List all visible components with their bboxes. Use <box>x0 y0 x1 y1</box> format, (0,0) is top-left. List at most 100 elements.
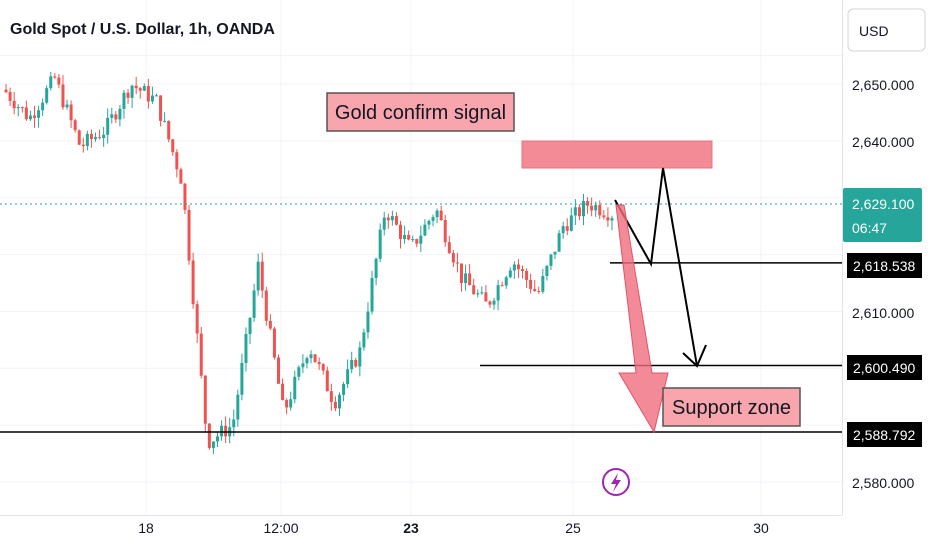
bearish-arrow <box>615 204 669 434</box>
candle-body <box>521 269 524 271</box>
candle-body <box>516 264 520 270</box>
candle-body <box>122 92 126 109</box>
candle-body <box>492 300 496 305</box>
candle-body <box>264 290 268 321</box>
candle-body <box>167 120 171 140</box>
candle-body <box>37 110 41 118</box>
candle-body <box>220 425 224 437</box>
candle-body <box>431 217 435 221</box>
candle-body <box>102 134 106 139</box>
candle-body <box>582 201 585 217</box>
y-tick-label: 2,650.000 <box>852 77 914 93</box>
x-tick-label: 18 <box>138 520 154 536</box>
candle-body <box>207 423 211 448</box>
candle-body <box>468 273 472 286</box>
candle-body <box>12 100 16 109</box>
candle-body <box>325 370 329 392</box>
x-tick-label: 12:00 <box>263 520 298 536</box>
candle-body <box>447 242 451 254</box>
candle-body <box>155 95 158 97</box>
current-price-countdown: 06:47 <box>852 220 887 236</box>
candle-body <box>358 347 362 367</box>
candle-body <box>435 210 439 218</box>
candle-body <box>232 419 236 428</box>
price-tag <box>847 355 922 380</box>
candle-body <box>28 115 32 120</box>
candle-body <box>256 261 260 291</box>
candle-body <box>252 290 256 318</box>
candle-body <box>69 104 73 121</box>
candle-body <box>569 215 573 231</box>
candle-body <box>126 92 130 98</box>
candle-body <box>610 218 614 221</box>
candle-body <box>45 88 49 103</box>
candle-body <box>374 258 378 279</box>
support-label-box <box>662 387 801 427</box>
price-tag-label: 2,618.538 <box>853 258 915 274</box>
candle-body <box>289 399 293 408</box>
candle-body <box>81 144 85 146</box>
candle-body <box>346 369 350 385</box>
candle-body <box>89 134 93 140</box>
candle-body <box>338 394 341 409</box>
candle-body <box>195 304 199 334</box>
y-tick-label: 2,640.000 <box>852 134 914 150</box>
candle-body <box>171 139 175 153</box>
candle-body <box>130 85 134 98</box>
currency-button[interactable] <box>847 8 926 52</box>
candle-body <box>33 115 36 118</box>
candle-body <box>460 263 463 283</box>
candle-body <box>272 328 276 358</box>
candle-body <box>480 292 484 294</box>
candle-body <box>293 376 297 400</box>
candle-body <box>313 354 317 363</box>
candle-body <box>77 130 81 145</box>
candle-body <box>390 216 394 221</box>
candle-body <box>146 86 150 102</box>
candle-body <box>163 120 167 122</box>
candle-body <box>427 220 431 225</box>
candle-body <box>415 239 419 244</box>
candle-body <box>240 362 244 395</box>
candle-body <box>545 265 549 276</box>
candle-body <box>216 436 219 442</box>
candle-body <box>598 205 602 216</box>
candle-body <box>317 362 321 365</box>
candle-body <box>472 285 476 295</box>
candle-body <box>541 275 545 292</box>
candle-body <box>16 107 20 109</box>
y-tick-label: 2,580.000 <box>852 475 914 491</box>
support-label: Support zone <box>672 397 791 419</box>
candle-body <box>199 333 203 376</box>
candle-body <box>529 279 533 289</box>
signal-label: Gold confirm signal <box>335 102 506 124</box>
projection-arrowhead <box>682 344 707 368</box>
candle-body <box>4 89 8 93</box>
candle-body <box>602 215 606 218</box>
candle-body <box>94 137 97 140</box>
candle-body <box>362 332 366 348</box>
candle-body <box>476 293 480 295</box>
candle-body <box>277 357 280 384</box>
candle-body <box>606 217 610 221</box>
candle-body <box>114 114 118 120</box>
candle-body <box>224 425 228 437</box>
candle-body <box>191 260 195 305</box>
candle-body <box>439 210 443 220</box>
candle-body <box>106 117 110 135</box>
candle-body <box>175 152 179 170</box>
candle-body <box>586 201 590 206</box>
candle-body <box>411 239 415 241</box>
candle-body <box>561 226 565 234</box>
candle-body <box>61 84 65 108</box>
price-tag <box>847 253 922 278</box>
lightning-icon[interactable] <box>602 468 630 496</box>
candle-body <box>350 359 354 370</box>
candle-body <box>138 88 142 91</box>
candle-body <box>159 95 163 121</box>
candle-body <box>281 383 285 401</box>
grid-lines <box>0 0 842 515</box>
candle-body <box>549 254 553 266</box>
candle-body <box>455 262 459 264</box>
